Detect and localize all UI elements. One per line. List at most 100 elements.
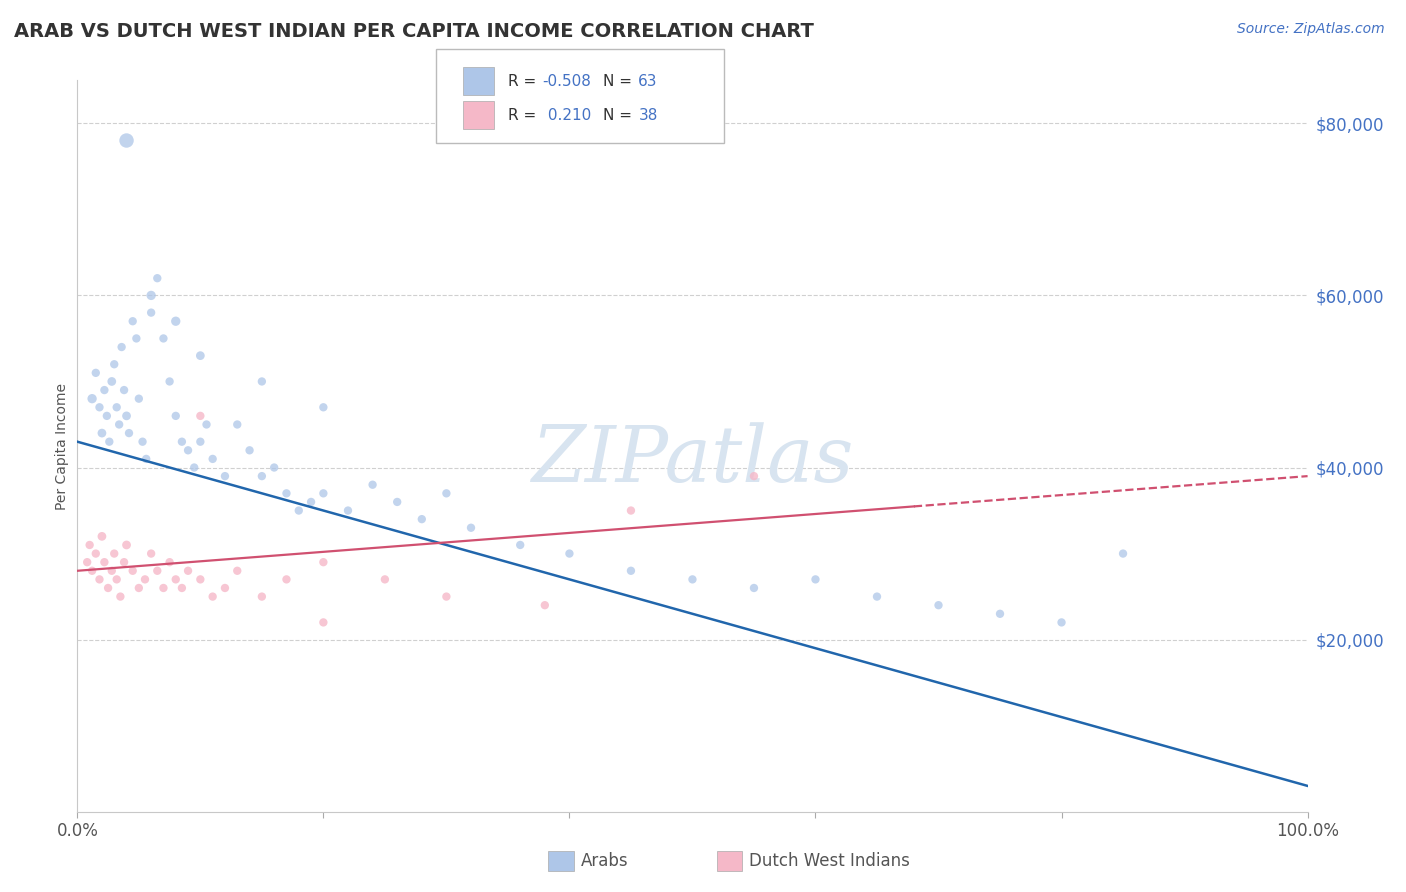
Point bbox=[436, 486, 458, 500]
Point bbox=[460, 521, 482, 535]
Point bbox=[90, 426, 114, 441]
Point bbox=[82, 392, 104, 406]
Point bbox=[190, 349, 212, 363]
Point bbox=[411, 512, 433, 526]
Point bbox=[131, 434, 153, 449]
Point bbox=[620, 564, 643, 578]
Point bbox=[115, 538, 138, 552]
Point bbox=[103, 357, 125, 371]
Point bbox=[105, 401, 128, 415]
Point bbox=[159, 555, 181, 569]
Point bbox=[134, 573, 156, 587]
Point bbox=[276, 573, 298, 587]
Point bbox=[93, 383, 115, 397]
Point bbox=[141, 305, 163, 319]
Point bbox=[337, 503, 360, 517]
Point bbox=[988, 607, 1011, 621]
Point bbox=[312, 555, 335, 569]
Point bbox=[288, 503, 311, 517]
Point bbox=[101, 375, 124, 389]
Point bbox=[103, 547, 125, 561]
Point bbox=[226, 564, 249, 578]
Text: Source: ZipAtlas.com: Source: ZipAtlas.com bbox=[1237, 22, 1385, 37]
Point bbox=[374, 573, 396, 587]
Point bbox=[128, 392, 150, 406]
Point bbox=[110, 590, 132, 604]
Point bbox=[201, 590, 224, 604]
Point bbox=[742, 469, 765, 483]
Point bbox=[111, 340, 134, 354]
Point bbox=[1050, 615, 1073, 630]
Point bbox=[276, 486, 298, 500]
Point bbox=[312, 486, 335, 500]
Text: ARAB VS DUTCH WEST INDIAN PER CAPITA INCOME CORRELATION CHART: ARAB VS DUTCH WEST INDIAN PER CAPITA INC… bbox=[14, 22, 814, 41]
Point bbox=[146, 271, 169, 285]
Point bbox=[312, 401, 335, 415]
Point bbox=[105, 573, 128, 587]
Point bbox=[177, 564, 200, 578]
Point bbox=[165, 409, 187, 423]
Point bbox=[214, 581, 236, 595]
Point bbox=[93, 555, 115, 569]
Point bbox=[141, 547, 163, 561]
Point bbox=[82, 564, 104, 578]
Point bbox=[90, 529, 114, 543]
Point bbox=[436, 590, 458, 604]
Point bbox=[742, 581, 765, 595]
Point bbox=[170, 434, 193, 449]
Text: 0.210: 0.210 bbox=[543, 108, 591, 122]
Text: 38: 38 bbox=[638, 108, 658, 122]
Point bbox=[159, 375, 181, 389]
Point bbox=[112, 383, 135, 397]
Point bbox=[108, 417, 131, 432]
Point bbox=[96, 409, 118, 423]
Point bbox=[387, 495, 409, 509]
Point bbox=[115, 134, 138, 148]
Point bbox=[804, 573, 827, 587]
Point bbox=[534, 598, 557, 612]
Text: R =: R = bbox=[508, 74, 541, 88]
Point bbox=[112, 555, 135, 569]
Point bbox=[152, 331, 174, 345]
Point bbox=[76, 555, 98, 569]
Point bbox=[89, 573, 111, 587]
Text: Arabs: Arabs bbox=[581, 852, 628, 870]
Point bbox=[509, 538, 531, 552]
Point bbox=[190, 573, 212, 587]
Point bbox=[866, 590, 889, 604]
Point bbox=[558, 547, 581, 561]
Point bbox=[121, 564, 143, 578]
Point bbox=[928, 598, 950, 612]
Point bbox=[312, 615, 335, 630]
Point bbox=[250, 375, 273, 389]
Point bbox=[101, 564, 124, 578]
Y-axis label: Per Capita Income: Per Capita Income bbox=[55, 383, 69, 509]
Text: ZIPatlas: ZIPatlas bbox=[531, 423, 853, 499]
Point bbox=[214, 469, 236, 483]
Point bbox=[135, 451, 157, 466]
Text: N =: N = bbox=[603, 108, 637, 122]
Point bbox=[84, 366, 107, 380]
Point bbox=[190, 434, 212, 449]
Point bbox=[98, 434, 121, 449]
Point bbox=[146, 564, 169, 578]
Point bbox=[620, 503, 643, 517]
Point bbox=[118, 426, 141, 441]
Point bbox=[250, 469, 273, 483]
Point bbox=[125, 331, 148, 345]
Point bbox=[170, 581, 193, 595]
Point bbox=[128, 581, 150, 595]
Point bbox=[195, 417, 218, 432]
Point bbox=[89, 401, 111, 415]
Point bbox=[165, 573, 187, 587]
Point bbox=[177, 443, 200, 458]
Point bbox=[79, 538, 101, 552]
Point bbox=[97, 581, 120, 595]
Point bbox=[165, 314, 187, 328]
Point bbox=[201, 451, 224, 466]
Point bbox=[299, 495, 322, 509]
Point bbox=[226, 417, 249, 432]
Point bbox=[682, 573, 704, 587]
Point bbox=[115, 409, 138, 423]
Point bbox=[250, 590, 273, 604]
